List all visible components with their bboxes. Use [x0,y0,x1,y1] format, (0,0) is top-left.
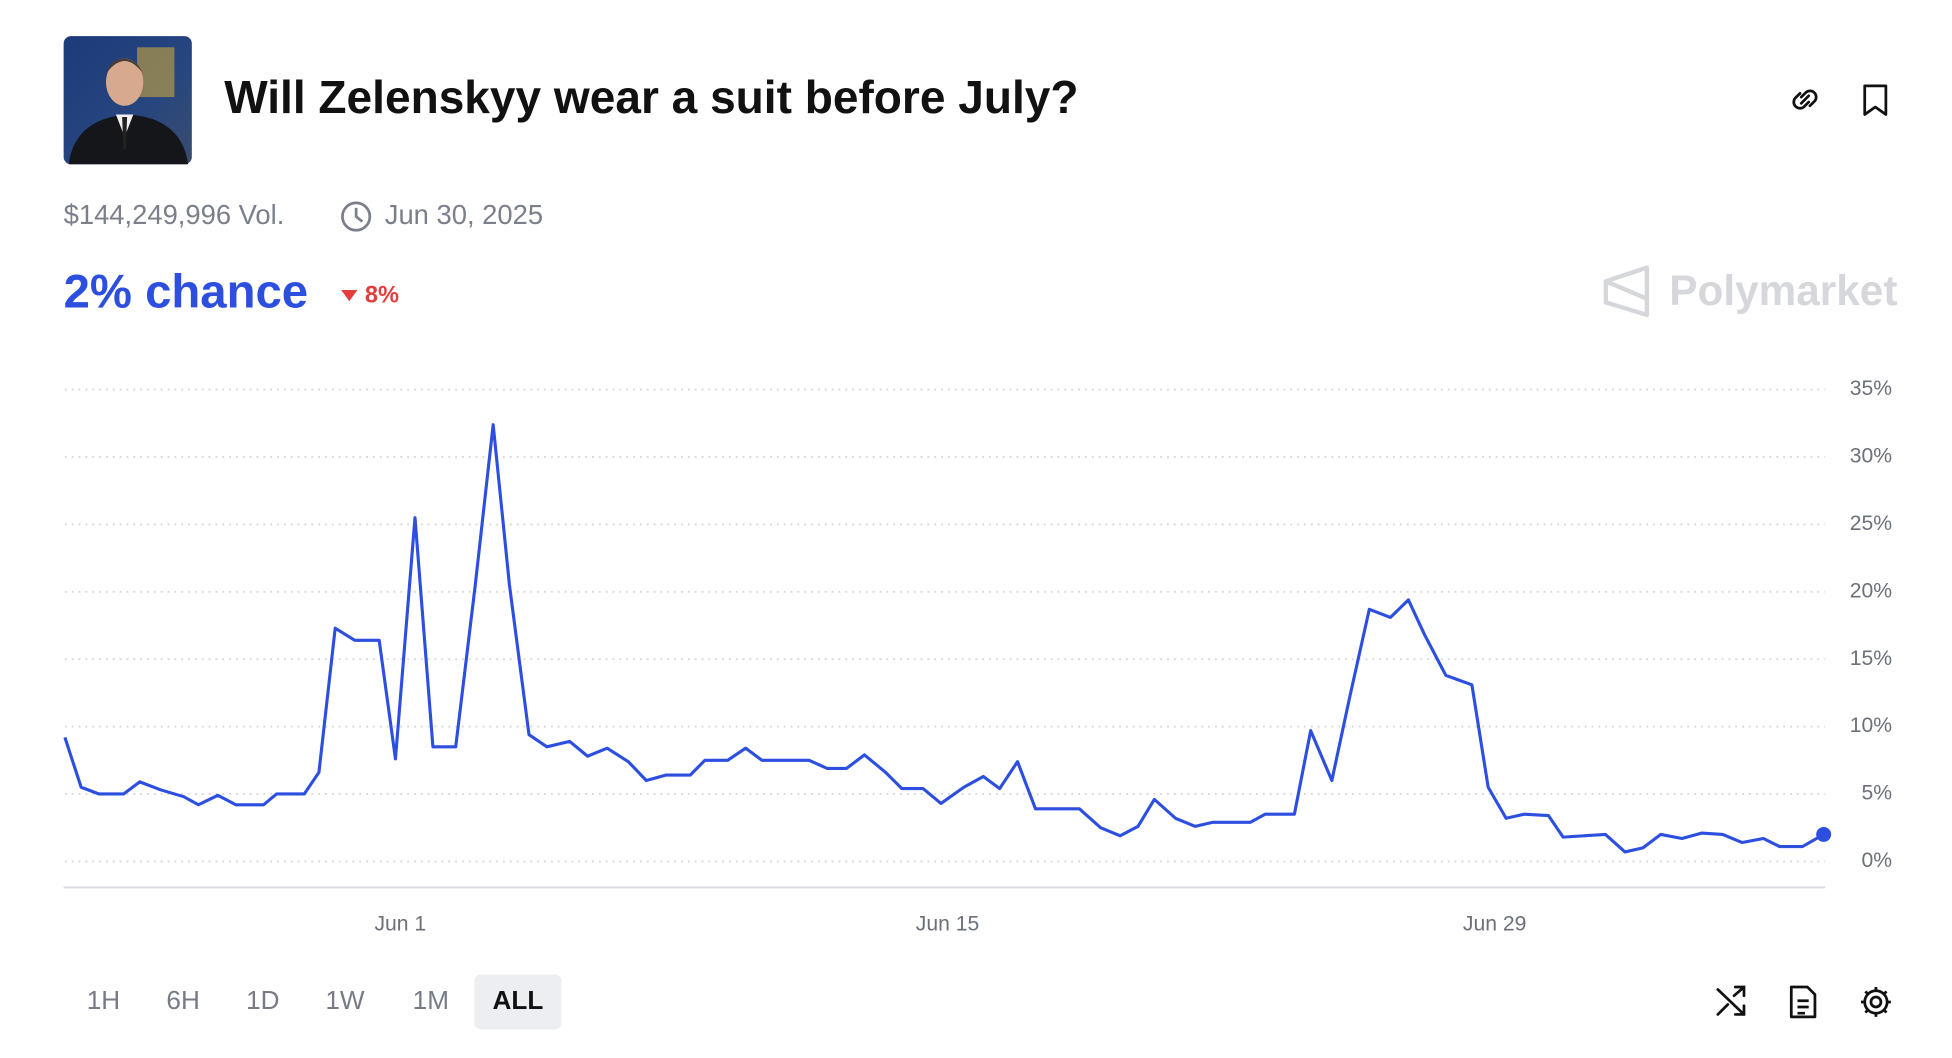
y-tick-label: 5% [1862,782,1893,805]
price-line [63,423,1825,854]
range-label: 1M [413,985,449,1015]
range-button[interactable]: 1W [325,985,365,1015]
document-button[interactable] [1789,985,1817,1019]
y-tick-label: 0% [1862,849,1893,872]
end-date: Jun 30, 2025 [385,199,543,230]
x-tick-label: Jun 15 [916,912,980,935]
volume: $144,249,996 Vol. [64,199,285,230]
range-label: 1D [246,985,279,1015]
latest-point [1816,826,1832,842]
clock-icon [341,201,372,232]
y-tick-label: 10% [1850,714,1893,737]
y-tick-label: 35% [1850,377,1893,400]
range-button[interactable]: ALL [474,974,562,1030]
range-label: 1W [325,985,365,1015]
brand-name: Polymarket [1669,267,1897,314]
range-button[interactable]: 1M [413,985,449,1015]
x-tick-label: Jun 1 [374,912,426,935]
chance: 2% chance [64,265,308,318]
change: 8% [365,282,399,308]
range-controls: 1H 6H 1D 1W 1M ALL [87,974,562,1030]
range-label: 6H [166,985,199,1015]
y-tick-label: 20% [1850,579,1893,602]
x-tick-label: Jun 29 [1463,912,1527,935]
shuffle-button[interactable] [1716,985,1746,1016]
range-label: 1H [87,985,120,1015]
range-button[interactable]: 1D [246,985,279,1015]
market-image [63,36,192,165]
plot: 0% 5% 10% 15% 20% 25% 30% 35% Jun 1 Jun 15 Jun 29 [63,377,1893,935]
y-tick-label: 25% [1850,512,1893,535]
y-tick-label: 15% [1850,647,1893,670]
market-title: Will Zelenskyy wear a suit before July? [224,71,1078,123]
range-label: ALL [493,985,544,1015]
range-button[interactable]: 1H [87,985,120,1015]
copy-link-button[interactable] [1780,75,1830,125]
y-tick-label: 30% [1850,445,1893,468]
range-button-bg [474,974,562,1030]
down-arrow [341,290,358,302]
brand-logo [1603,265,1650,318]
settings-button[interactable] [1860,987,1891,1017]
bookmark-button[interactable] [1851,75,1901,125]
range-button[interactable]: 6H [166,985,199,1015]
